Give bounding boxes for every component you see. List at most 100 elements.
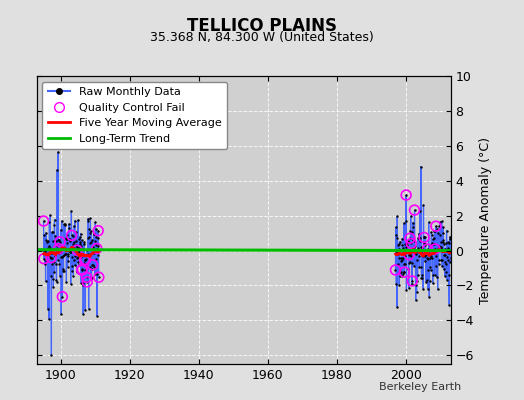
- Point: [419, 286, 428, 292]
- Point: [423, 276, 431, 283]
- Point: [93, 271, 102, 278]
- Point: [71, 262, 79, 269]
- Point: [394, 251, 402, 258]
- Point: [72, 269, 81, 275]
- Point: [50, 268, 58, 275]
- Point: [72, 238, 80, 244]
- Point: [63, 232, 71, 238]
- Point: [401, 218, 410, 225]
- Point: [419, 202, 428, 208]
- Point: [71, 242, 80, 248]
- Point: [405, 252, 413, 258]
- Point: [68, 268, 77, 274]
- Point: [425, 294, 433, 300]
- Point: [412, 257, 421, 264]
- Point: [94, 274, 103, 280]
- Point: [66, 248, 74, 254]
- Point: [408, 278, 417, 284]
- Point: [78, 266, 86, 272]
- Point: [391, 267, 400, 273]
- Point: [41, 278, 50, 284]
- Point: [57, 311, 66, 318]
- Point: [440, 259, 449, 266]
- Point: [428, 240, 436, 246]
- Point: [419, 249, 427, 255]
- Point: [75, 249, 84, 255]
- Point: [442, 228, 451, 234]
- Point: [49, 259, 58, 265]
- Point: [50, 216, 59, 223]
- Point: [433, 286, 442, 292]
- Point: [63, 240, 71, 246]
- Point: [411, 243, 419, 250]
- Point: [413, 248, 421, 254]
- Point: [431, 246, 439, 252]
- Point: [61, 236, 70, 243]
- Point: [50, 222, 59, 228]
- Point: [82, 274, 91, 280]
- Point: [64, 225, 73, 231]
- Point: [435, 223, 443, 229]
- Point: [414, 235, 422, 242]
- Point: [82, 274, 91, 280]
- Point: [442, 240, 451, 246]
- Point: [78, 267, 86, 273]
- Point: [51, 253, 59, 260]
- Point: [69, 233, 77, 239]
- Point: [46, 254, 54, 260]
- Point: [406, 228, 414, 234]
- Point: [58, 294, 67, 300]
- Point: [69, 272, 78, 279]
- Point: [430, 228, 439, 234]
- Point: [94, 242, 103, 249]
- Point: [62, 236, 71, 242]
- Point: [56, 238, 64, 245]
- Point: [416, 208, 424, 214]
- Point: [94, 252, 102, 258]
- Point: [399, 269, 408, 275]
- Point: [400, 269, 409, 275]
- Point: [443, 247, 452, 253]
- Point: [399, 254, 407, 261]
- Point: [423, 246, 432, 252]
- Point: [68, 232, 76, 238]
- Point: [403, 238, 412, 244]
- Point: [58, 294, 67, 300]
- Point: [52, 260, 60, 267]
- Point: [71, 217, 79, 224]
- Point: [410, 263, 419, 270]
- Point: [43, 252, 51, 258]
- Point: [39, 218, 48, 224]
- Point: [426, 242, 434, 248]
- Point: [411, 249, 419, 255]
- Point: [40, 261, 49, 268]
- Point: [74, 254, 82, 260]
- Point: [441, 246, 450, 252]
- Point: [89, 262, 97, 268]
- Point: [51, 238, 60, 244]
- Point: [59, 266, 67, 272]
- Point: [422, 250, 431, 256]
- Point: [444, 250, 453, 256]
- Point: [45, 316, 53, 322]
- Point: [64, 252, 73, 259]
- Point: [434, 230, 442, 237]
- Point: [40, 247, 48, 253]
- Point: [434, 257, 443, 264]
- Point: [394, 261, 402, 268]
- Point: [53, 256, 62, 263]
- Point: [405, 252, 413, 258]
- Point: [412, 281, 420, 288]
- Point: [62, 251, 70, 257]
- Point: [396, 270, 404, 276]
- Point: [398, 242, 406, 248]
- Point: [397, 254, 405, 261]
- Point: [66, 238, 74, 244]
- Point: [49, 276, 57, 282]
- Point: [436, 245, 445, 251]
- Point: [94, 228, 102, 234]
- Point: [43, 306, 52, 312]
- Point: [416, 235, 424, 242]
- Point: [80, 260, 88, 266]
- Point: [431, 228, 440, 234]
